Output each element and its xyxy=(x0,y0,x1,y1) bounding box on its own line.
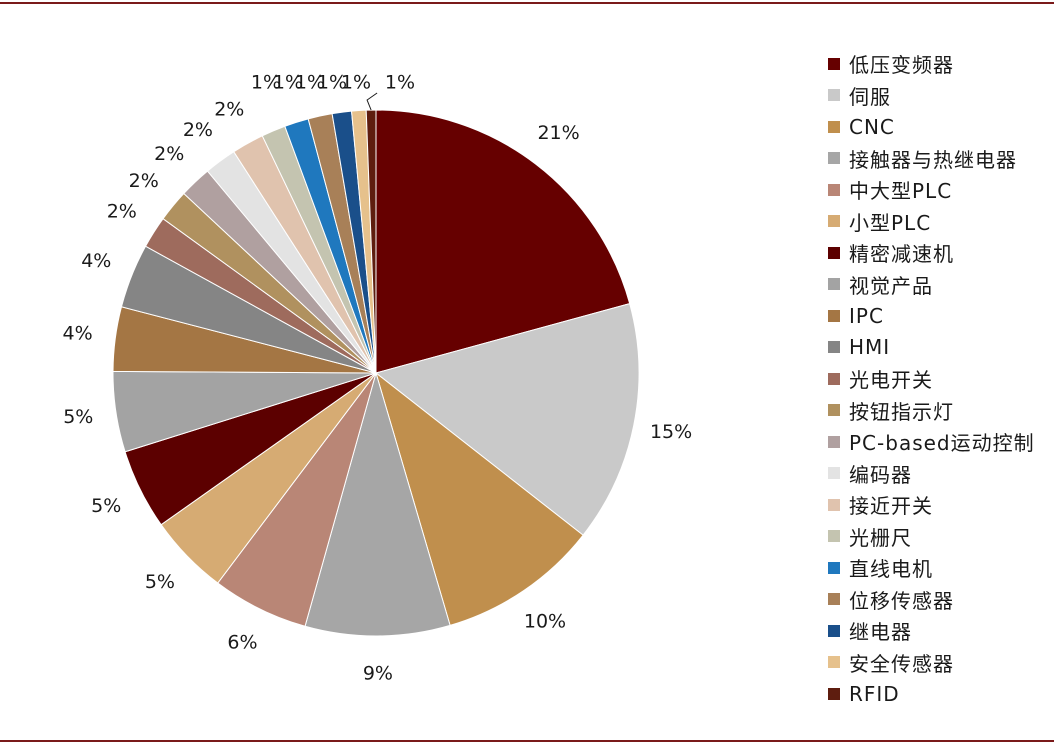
pie-slice-20 xyxy=(365,109,377,374)
pie-slice-3 xyxy=(304,371,451,637)
pie-labels: 21%15%10%9%6%5%5%5%4%4%2%2%2%2%2%1%1%1%1… xyxy=(63,72,693,685)
pie-label-0: 21% xyxy=(537,122,579,144)
legend-label: 安全传感器 xyxy=(849,651,954,676)
pie-label-4: 6% xyxy=(227,631,257,653)
legend-swatch xyxy=(828,57,840,70)
legend-item: 光电开关 xyxy=(828,363,1035,395)
legend-swatch xyxy=(828,372,840,385)
legend-item: PC-based运动控制 xyxy=(828,426,1035,458)
pie-label-9: 4% xyxy=(81,250,111,272)
pie-label-12: 2% xyxy=(154,143,184,165)
legend-label: 光栅尺 xyxy=(849,525,912,550)
bottom-rule xyxy=(0,740,1054,742)
legend-label: PC-based运动控制 xyxy=(849,431,1035,456)
pie-label-15: 1% xyxy=(251,72,281,94)
legend-label: 继电器 xyxy=(849,620,912,645)
legend-item: 按钮指示灯 xyxy=(828,395,1035,427)
legend-label: 接近开关 xyxy=(849,494,933,519)
top-rule xyxy=(0,2,1054,4)
legend-item: 接触器与热继电器 xyxy=(828,143,1035,175)
legend-item: 位移传感器 xyxy=(828,584,1035,616)
legend-item: HMI xyxy=(828,332,1035,364)
pie-label-20: 1% xyxy=(385,72,415,94)
legend-item: 编码器 xyxy=(828,458,1035,490)
leader-line xyxy=(366,92,378,111)
legend-swatch xyxy=(828,152,840,165)
legend-swatch xyxy=(828,309,840,322)
legend-label: 光电开关 xyxy=(849,368,933,393)
legend-label: 视觉产品 xyxy=(849,273,933,298)
legend-item: 继电器 xyxy=(828,615,1035,647)
pie-label-2: 10% xyxy=(524,611,566,633)
legend-label: 精密减速机 xyxy=(849,242,954,267)
legend-item: 安全传感器 xyxy=(828,647,1035,679)
legend-swatch xyxy=(828,183,840,196)
pie-label-18: 1% xyxy=(317,72,347,94)
legend-swatch xyxy=(828,246,840,259)
pie-label-7: 5% xyxy=(63,406,93,428)
legend-swatch xyxy=(828,341,840,354)
legend-item: 低压变频器 xyxy=(828,48,1035,80)
legend-label: 编码器 xyxy=(849,462,912,487)
legend-label: 位移传感器 xyxy=(849,588,954,613)
legend-item: RFID xyxy=(828,678,1035,710)
pie-label-1: 15% xyxy=(650,421,692,443)
pie-label-13: 2% xyxy=(183,119,213,141)
legend-label: IPC xyxy=(849,303,884,328)
pie-label-17: 1% xyxy=(295,72,325,94)
legend-item: 直线电机 xyxy=(828,552,1035,584)
legend-label: 伺服 xyxy=(849,84,891,109)
pie-label-14: 2% xyxy=(214,99,244,121)
legend-swatch xyxy=(828,498,840,511)
legend-swatch xyxy=(828,593,840,606)
legend-swatch xyxy=(828,278,840,291)
legend-item: IPC xyxy=(828,300,1035,332)
legend-label: 接触器与热继电器 xyxy=(849,147,1017,172)
legend-swatch xyxy=(828,530,840,543)
pie-label-8: 4% xyxy=(63,322,93,344)
legend-item: 小型PLC xyxy=(828,206,1035,238)
legend-swatch xyxy=(828,435,840,448)
legend-swatch xyxy=(828,89,840,102)
legend-item: 接近开关 xyxy=(828,489,1035,521)
legend-label: HMI xyxy=(849,335,891,360)
pie-label-19: 1% xyxy=(341,72,371,94)
legend-label: CNC xyxy=(849,114,895,139)
legend-item: 光栅尺 xyxy=(828,521,1035,553)
legend-label: 低压变频器 xyxy=(849,53,954,78)
legend-swatch xyxy=(828,624,840,637)
legend-label: 直线电机 xyxy=(849,557,933,582)
pie-label-10: 2% xyxy=(107,200,137,222)
legend-swatch xyxy=(828,561,840,574)
legend-swatch xyxy=(828,215,840,228)
pie-slice-1 xyxy=(374,303,640,536)
legend-item: 伺服 xyxy=(828,80,1035,112)
pie-label-6: 5% xyxy=(91,495,121,517)
pie-label-3: 9% xyxy=(363,663,393,685)
pie-slice-0 xyxy=(375,109,631,374)
legend-item: 视觉产品 xyxy=(828,269,1035,301)
legend-swatch xyxy=(828,404,840,417)
legend-swatch xyxy=(828,467,840,480)
legend-swatch xyxy=(828,656,840,669)
legend-swatch xyxy=(828,687,840,700)
legend-label: RFID xyxy=(849,681,900,706)
legend-item: CNC xyxy=(828,111,1035,143)
pie-slice-2 xyxy=(375,371,584,626)
pie-slices xyxy=(112,109,640,637)
pie-label-11: 2% xyxy=(129,170,159,192)
legend-label: 小型PLC xyxy=(849,210,932,235)
legend-label: 中大型PLC xyxy=(849,179,953,204)
pie-label-16: 1% xyxy=(273,72,303,94)
legend-swatch xyxy=(828,120,840,133)
legend-item: 精密减速机 xyxy=(828,237,1035,269)
legend-item: 中大型PLC xyxy=(828,174,1035,206)
pie-label-5: 5% xyxy=(145,571,175,593)
chart-legend: 低压变频器伺服 CNC 接触器与热继电器 中大型PLC 小型PLC 精密减速机视觉产品 IP… xyxy=(828,48,1035,710)
pie-chart: 21%15%10%9%6%5%5%5%4%4%2%2%2%2%2%1%1%1%1… xyxy=(63,72,693,685)
legend-label: 按钮指示灯 xyxy=(849,399,954,424)
